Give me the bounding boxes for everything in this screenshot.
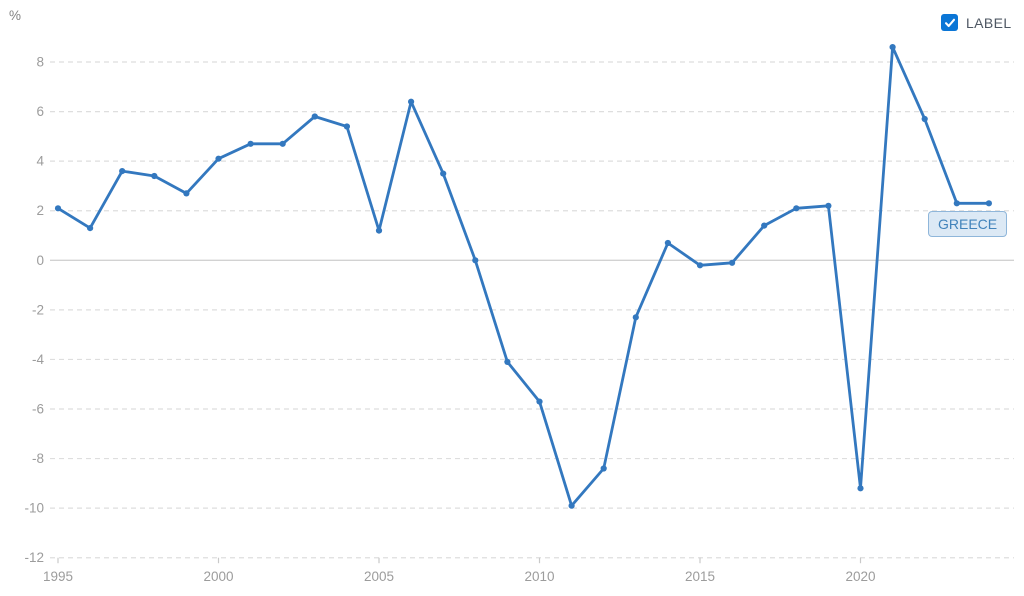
y-axis-unit-label: % — [9, 8, 21, 23]
data-point[interactable] — [119, 168, 126, 175]
y-tick-label: -4 — [32, 352, 44, 367]
data-point[interactable] — [54, 205, 62, 212]
data-point[interactable] — [151, 172, 158, 180]
data-point[interactable] — [504, 358, 511, 365]
data-point[interactable] — [793, 205, 800, 212]
data-point[interactable] — [87, 225, 94, 232]
x-tick-label: 1995 — [43, 569, 73, 584]
data-point[interactable] — [953, 200, 960, 207]
legend-label[interactable]: LABEL — [966, 14, 1012, 31]
y-tick-label: 0 — [36, 253, 44, 268]
data-point[interactable] — [279, 140, 286, 147]
data-point[interactable] — [408, 98, 415, 105]
data-point[interactable] — [568, 502, 575, 509]
data-point[interactable] — [247, 140, 254, 147]
label-checkbox[interactable] — [941, 14, 958, 31]
data-point[interactable] — [632, 314, 639, 321]
data-point[interactable] — [857, 485, 864, 492]
data-point[interactable] — [440, 170, 447, 177]
data-point[interactable] — [921, 115, 928, 123]
y-tick-label: -2 — [32, 302, 44, 317]
y-tick-label: 6 — [36, 104, 44, 119]
series-badge-greece[interactable]: GREECE — [928, 211, 1008, 237]
data-point[interactable] — [889, 44, 896, 51]
x-tick-label: 2015 — [685, 569, 715, 584]
checkmark-icon — [944, 18, 955, 27]
data-point[interactable] — [311, 113, 318, 120]
y-tick-label: -12 — [24, 550, 44, 565]
data-point[interactable] — [343, 123, 350, 130]
data-point[interactable] — [729, 259, 736, 266]
x-tick-label: 2000 — [203, 569, 233, 584]
y-tick-label: 4 — [36, 154, 44, 169]
series-line-greece[interactable] — [56, 45, 991, 508]
y-tick-label: -8 — [32, 451, 44, 466]
data-point[interactable] — [600, 465, 607, 472]
y-tick-label: 2 — [36, 203, 44, 218]
data-point[interactable] — [825, 202, 832, 209]
data-point[interactable] — [664, 239, 672, 247]
data-point[interactable] — [472, 257, 479, 264]
x-tick-label: 2010 — [524, 569, 554, 584]
x-tick-label: 2005 — [364, 569, 394, 584]
y-tick-label: 8 — [36, 55, 44, 70]
y-tick-label: -6 — [32, 402, 44, 417]
data-point[interactable] — [183, 190, 190, 197]
y-tick-label: -10 — [24, 501, 44, 516]
data-point[interactable] — [215, 155, 222, 162]
data-point[interactable] — [375, 227, 383, 234]
legend[interactable]: LABEL — [941, 14, 1012, 31]
data-point[interactable] — [536, 398, 543, 405]
data-point[interactable] — [761, 222, 768, 229]
data-point[interactable] — [985, 200, 993, 207]
data-point[interactable] — [696, 262, 704, 269]
x-tick-label: 2020 — [845, 569, 875, 584]
